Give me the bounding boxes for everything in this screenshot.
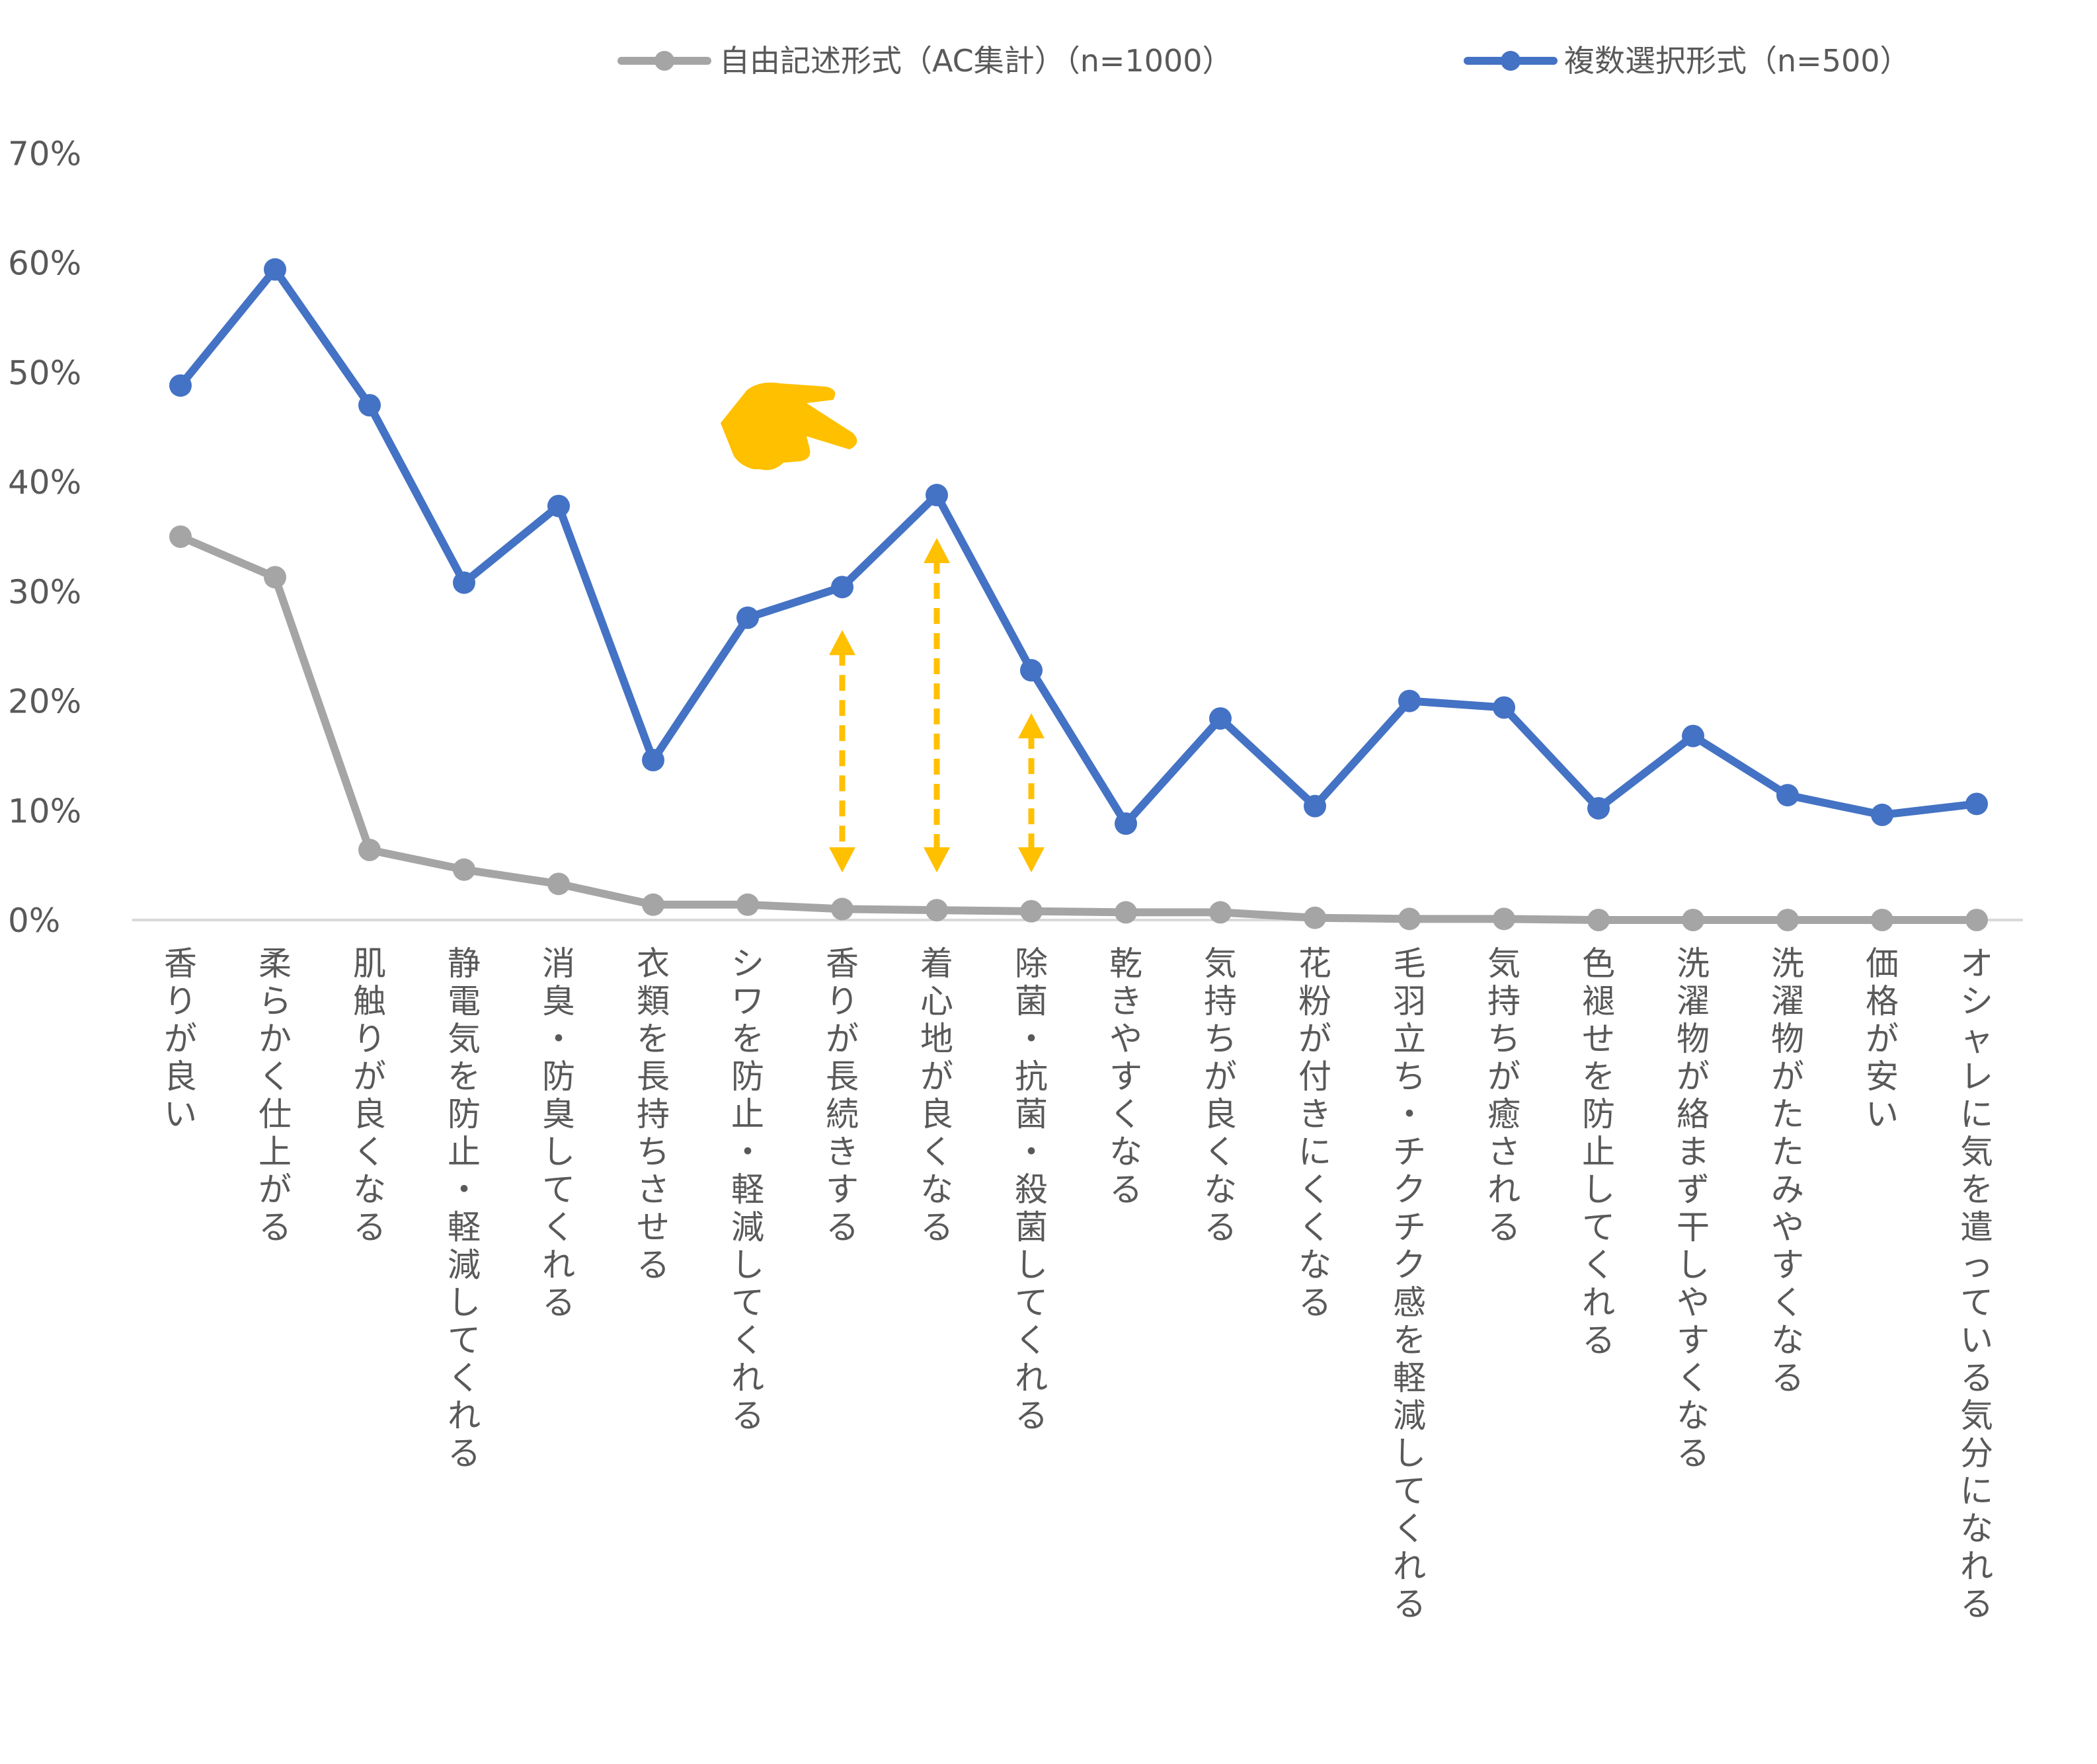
data-point	[1493, 907, 1515, 931]
y-tick-label: 70%	[8, 135, 81, 173]
legend-item-free-text: 自由記述形式（AC集計）（n=1000）	[617, 43, 1233, 79]
data-point	[1115, 901, 1137, 924]
data-point	[358, 838, 381, 861]
data-point	[1209, 707, 1232, 730]
x-tick-label: 色褪せを防止してくれる	[1582, 944, 1615, 1360]
series-line	[177, 265, 1981, 828]
x-tick-label: 着心地が良くなる	[920, 944, 953, 1246]
x-tick-label: 洗濯物がたたみやすくなる	[1771, 944, 1804, 1397]
double-arrow	[924, 538, 950, 872]
data-point	[1209, 901, 1232, 924]
data-point	[169, 525, 192, 548]
y-tick-label: 40%	[8, 463, 81, 502]
data-point	[1020, 659, 1043, 682]
legend-marker-free-text	[654, 51, 674, 71]
data-point	[926, 899, 948, 922]
x-tick-label: 消臭・防臭してくれる	[542, 944, 575, 1322]
legend-label-free-text: 自由記述形式（AC集計）（n=1000）	[719, 43, 1233, 79]
x-tick-label: 肌触りが良くなる	[353, 944, 386, 1246]
data-point	[1398, 689, 1421, 712]
data-point	[1965, 909, 1988, 931]
pointing-hand-icon	[721, 382, 857, 471]
data-point	[1682, 724, 1704, 748]
data-point	[1304, 794, 1326, 818]
x-tick-label: 価格が安い	[1866, 944, 1899, 1133]
series-line	[177, 533, 1981, 924]
data-point	[642, 749, 664, 772]
x-tick-label: シワを防止・軽減してくれる	[731, 944, 764, 1435]
data-point	[547, 872, 570, 896]
data-point	[736, 606, 759, 629]
data-point	[453, 858, 475, 881]
x-tick-label: 柔らかく仕上がる	[258, 944, 292, 1246]
legend-marker-multi-choice	[1501, 51, 1521, 71]
data-point	[1682, 909, 1704, 931]
x-tick-label: 気持ちが癒される	[1487, 944, 1521, 1246]
legend-item-multi-choice: 複数選択形式（n=500）	[1464, 43, 1911, 79]
x-tick-label: 乾きやすくなる	[1109, 944, 1142, 1209]
x-tick-label: 除菌・抗菌・殺菌してくれる	[1015, 944, 1048, 1435]
series-0	[169, 525, 1988, 931]
data-point	[169, 374, 192, 397]
y-tick-label: 60%	[8, 245, 81, 283]
data-point	[1871, 803, 1893, 826]
double-arrow	[1018, 713, 1045, 872]
x-tick-label: 衣類を長持ちさせる	[637, 944, 670, 1284]
y-tick-label: 20%	[8, 683, 81, 721]
x-tick-label: オシャレに気を遣っている気分になれる	[1960, 944, 1993, 1623]
data-point	[1965, 792, 1988, 816]
double-arrow	[829, 630, 855, 872]
x-axis: 香りが良い 柔らかく仕上がる 肌触りが良くなる 静電気を防止・軽減してくれる 消臭・防臭…	[164, 944, 1993, 1623]
x-tick-label: 花粉が付きにくくなる	[1298, 944, 1331, 1322]
x-tick-label: 静電気を防止・軽減してくれる	[448, 944, 481, 1473]
annotations	[829, 538, 1045, 872]
data-point	[264, 258, 286, 281]
data-point	[358, 394, 381, 417]
data-point	[1398, 907, 1421, 931]
data-point	[1115, 812, 1137, 835]
y-axis: 0% 10% 20% 30% 40% 50% 60% 70%	[8, 135, 81, 940]
x-tick-label: 毛羽立ち・チクチク感を軽減してくれる	[1393, 944, 1426, 1623]
data-point	[642, 893, 664, 916]
y-tick-label: 50%	[8, 354, 81, 392]
data-point	[1304, 906, 1326, 929]
data-point	[1871, 909, 1893, 931]
data-point	[736, 893, 759, 916]
data-point	[1776, 909, 1799, 931]
data-point	[926, 484, 948, 507]
y-tick-label: 0%	[8, 901, 60, 940]
data-point	[1587, 796, 1610, 820]
y-tick-label: 30%	[8, 573, 81, 611]
y-tick-label: 10%	[8, 792, 81, 830]
data-point	[264, 566, 286, 589]
data-point	[831, 576, 853, 599]
x-tick-label: 香りが良い	[164, 944, 197, 1133]
legend: 自由記述形式（AC集計）（n=1000） 複数選択形式（n=500）	[617, 43, 1911, 79]
legend-label-multi-choice: 複数選択形式（n=500）	[1564, 43, 1911, 79]
data-point	[1587, 909, 1610, 931]
data-point	[1020, 900, 1043, 923]
x-tick-label: 洗濯物が絡まず干しやすくなる	[1677, 944, 1710, 1473]
series-layer	[169, 258, 1988, 931]
data-point	[453, 571, 475, 594]
data-point	[1493, 696, 1515, 719]
x-tick-label: 香りが長続きする	[826, 944, 859, 1246]
data-point	[547, 494, 570, 518]
data-point	[1776, 784, 1799, 807]
series-1	[169, 258, 1988, 835]
data-point	[831, 898, 853, 921]
x-tick-label: 気持ちが良くなる	[1204, 944, 1237, 1246]
